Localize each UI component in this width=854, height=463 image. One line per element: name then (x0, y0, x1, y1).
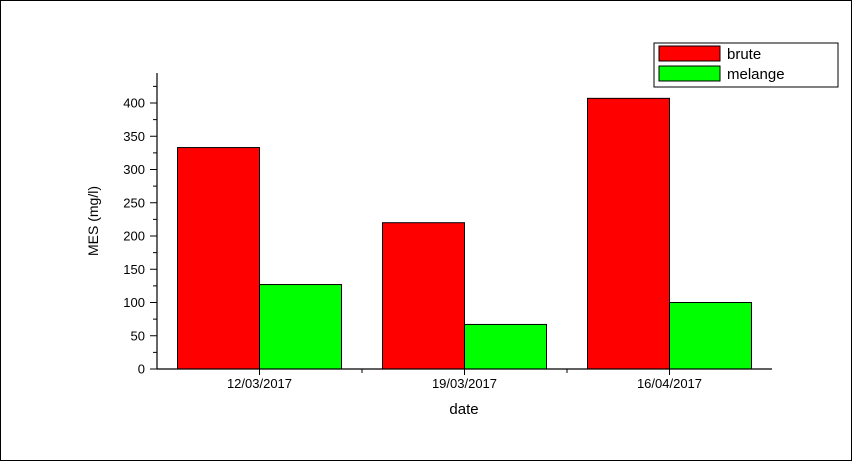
legend-label-melange: melange (727, 66, 785, 83)
y-axis-label: MES (mg/l) (85, 186, 101, 256)
y-tick-label: 200 (123, 229, 145, 244)
y-tick-label: 100 (123, 295, 145, 310)
y-tick-label: 50 (131, 328, 145, 343)
bar-brute-2 (382, 222, 465, 370)
legend: brute melange (653, 42, 839, 88)
legend-label-brute: brute (727, 46, 761, 63)
x-tick-label: 12/03/2017 (227, 376, 292, 391)
bar-melange-3 (669, 302, 752, 370)
y-tick-label: 0 (138, 362, 145, 377)
y-tick-label: 350 (123, 129, 145, 144)
bar-melange-2 (464, 323, 547, 370)
bar-brute-1 (177, 147, 260, 370)
bars-layer (177, 97, 752, 370)
x-ticks-layer: 12/03/2017 19/03/2017 16/04/2017 (227, 369, 702, 391)
y-tick-label: 400 (123, 96, 145, 111)
bar-melange-1 (259, 284, 342, 370)
legend-swatch-brute (658, 45, 721, 62)
bar-brute-3 (587, 97, 670, 370)
x-tick-label: 16/04/2017 (637, 376, 702, 391)
y-ticks-layer: 0 50 100 150 200 250 300 350 400 (123, 85, 157, 377)
x-axis-label: date (449, 401, 478, 418)
x-tick-label: 19/03/2017 (432, 376, 497, 391)
y-tick-label: 300 (123, 162, 145, 177)
y-tick-label: 250 (123, 195, 145, 210)
legend-swatch-melange (658, 65, 721, 82)
y-tick-label: 150 (123, 262, 145, 277)
